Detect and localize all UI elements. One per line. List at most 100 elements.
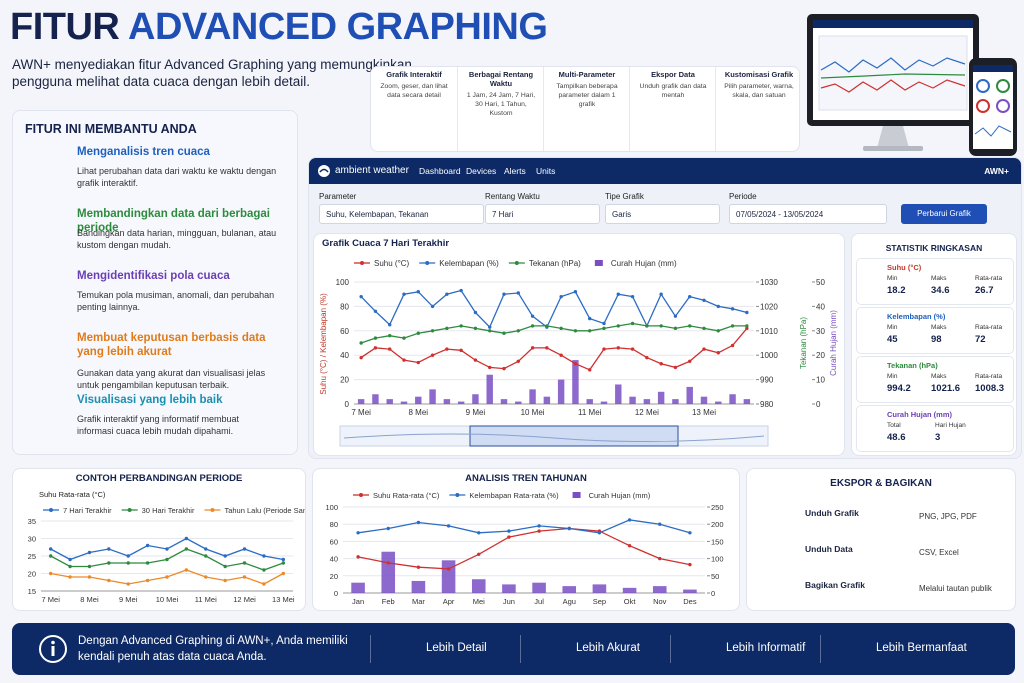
- stat-value: 1021.6: [931, 383, 961, 394]
- nav-item[interactable]: Units: [536, 166, 556, 176]
- control-input[interactable]: 07/05/2024 - 13/05/2024: [729, 204, 887, 224]
- control-label: Tipe Grafik: [605, 192, 644, 201]
- stat-label: Maks: [931, 275, 947, 282]
- point: [223, 578, 227, 583]
- phone-nav: [973, 65, 1013, 72]
- nav-item[interactable]: Alerts: [504, 166, 526, 176]
- point: [516, 329, 520, 333]
- phone-gauge: [996, 99, 1010, 113]
- point: [673, 314, 678, 318]
- y2-tick-label: 1000: [760, 351, 778, 360]
- point: [388, 347, 392, 351]
- point: [688, 562, 692, 567]
- y2-tick-label: 0: [711, 589, 715, 598]
- main-chart-panel: Grafik Cuaca 7 Hari Terakhir 0 20 40 60 80 100…: [313, 233, 845, 456]
- x-tick-label: Nov: [653, 597, 667, 606]
- control-input[interactable]: Garis: [605, 204, 720, 224]
- point: [242, 561, 247, 565]
- point: [488, 365, 492, 370]
- export-label[interactable]: Bagikan Grafik: [805, 580, 865, 590]
- update-button[interactable]: Perbarui Grafik: [901, 204, 987, 224]
- title-main: ADVANCED GRAPHING: [128, 6, 548, 48]
- x-tick-label: 11 Mei: [195, 595, 217, 604]
- phone-line: [974, 125, 1012, 137]
- point: [730, 307, 735, 311]
- point: [516, 359, 520, 363]
- stat-card: Suhu (°C) Min 18.2 Maks 34.6 Rata-rata 26.7: [856, 258, 1014, 305]
- point: [688, 359, 692, 363]
- point: [416, 360, 420, 365]
- brand-logo: [318, 165, 330, 177]
- stat-label: Min: [887, 275, 898, 282]
- control-value: Garis: [612, 210, 632, 219]
- feature-title: Kustomisasi Grafik: [724, 70, 794, 79]
- benefit-title: Menganalisis tren cuaca: [77, 146, 210, 158]
- legend-dot: [49, 508, 53, 512]
- divider: [370, 635, 371, 663]
- nav-item[interactable]: Dashboard: [419, 166, 461, 176]
- point: [386, 561, 390, 565]
- line: [358, 519, 691, 534]
- y2-tick-label: 980: [760, 400, 774, 409]
- point: [702, 298, 706, 302]
- control-input[interactable]: 7 Hari: [485, 204, 600, 224]
- x-tick-label: 11 Mei: [578, 408, 602, 417]
- export-title: EKSPOR & BAGIKAN: [830, 478, 932, 489]
- point: [502, 331, 506, 335]
- legend-label: Suhu Rata-rata (°C): [373, 491, 440, 500]
- stat-label: Rata-rata: [975, 373, 1003, 380]
- control-label: Periode: [729, 192, 757, 201]
- phone-gauge: [976, 99, 990, 113]
- y-axis-label: Suhu (°C) / Kelembapan (%): [319, 293, 328, 395]
- bar: [372, 394, 379, 404]
- feature-title: Grafik Interaktif: [386, 70, 442, 79]
- y-tick-label: 25: [28, 552, 36, 561]
- x-tick-label: 10 Mei: [521, 408, 545, 417]
- benefit-desc: Gunakan data yang akurat dan visualisasi…: [77, 368, 266, 390]
- info-icon: [39, 635, 67, 663]
- chart-title: ANALISIS TREN TAHUNAN: [465, 473, 587, 484]
- range-window[interactable]: [469, 425, 679, 447]
- export-label[interactable]: Unduh Data: [805, 544, 853, 554]
- bar: [586, 399, 593, 404]
- point: [184, 547, 189, 551]
- y2-tick-label: 1020: [760, 302, 778, 311]
- point: [126, 554, 130, 558]
- point: [204, 554, 208, 558]
- point: [126, 582, 130, 586]
- y-tick-label: 0: [345, 400, 350, 409]
- bar: [686, 386, 693, 404]
- control-input[interactable]: Suhu, Kelembapan, Tekanan: [319, 204, 484, 224]
- stat-label: Hari Hujan: [935, 422, 966, 429]
- line: [357, 527, 691, 570]
- stat-value: 45: [887, 334, 898, 345]
- x-tick-label: Jul: [534, 597, 544, 606]
- x-tick-label: Mei: [473, 597, 485, 606]
- point: [559, 326, 563, 331]
- benefit-desc: Lihat perubahan data dari waktu ke waktu…: [77, 166, 277, 188]
- account[interactable]: AWN+: [984, 166, 1009, 176]
- footer-item: Lebih Akurat: [576, 642, 640, 654]
- y2-tick-label: 1030: [760, 278, 778, 287]
- point: [602, 321, 606, 326]
- export-label[interactable]: Unduh Grafik: [805, 508, 859, 518]
- stat-title: Tekanan (hPa): [887, 361, 938, 370]
- y-axis-label: Suhu Rata-rata (°C): [39, 490, 106, 499]
- benefit-title: Mengidentifikasi pola cuaca: [77, 270, 230, 282]
- point: [145, 543, 150, 548]
- y2-tick-label: 20: [816, 351, 825, 360]
- control-label: Rentang Waktu: [485, 192, 540, 201]
- nav-item[interactable]: Devices: [466, 166, 497, 176]
- comparison-panel: CONTOH PERBANDINGAN PERIODE 15 20 25 30 35 Suh…: [12, 468, 316, 611]
- y-tick-label: 40: [340, 351, 349, 360]
- legend-dot: [455, 493, 460, 497]
- y-tick-label: 20: [340, 376, 349, 385]
- benefits-panel: FITUR INI MEMBANTU ANDA Menganalisis tre…: [12, 110, 298, 455]
- logo-circle: [318, 165, 330, 177]
- legend-label: 7 Hari Terakhir: [63, 506, 112, 515]
- x-tick-label: 8 Mei: [409, 408, 429, 417]
- point: [262, 554, 266, 558]
- bar: [381, 551, 396, 593]
- bar: [715, 401, 722, 404]
- stat-value: 34.6: [931, 285, 950, 296]
